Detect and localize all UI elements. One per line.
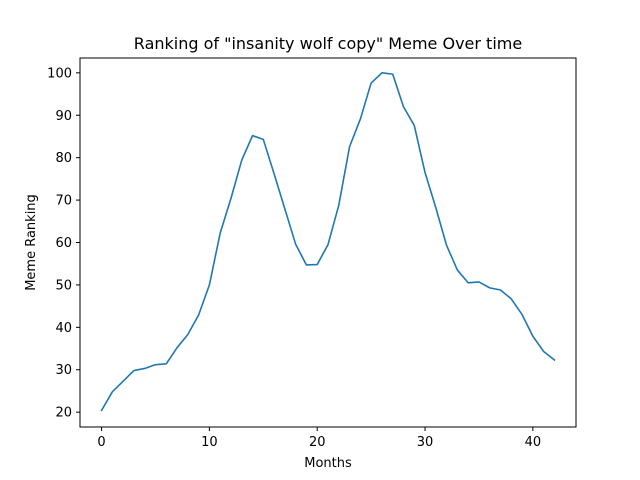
x-axis-label: Months bbox=[304, 456, 352, 471]
y-tick-label: 100 bbox=[47, 66, 72, 81]
x-tick-label: 20 bbox=[309, 435, 326, 450]
chart-title: Ranking of "insanity wolf copy" Meme Ove… bbox=[134, 34, 522, 53]
y-tick-label: 70 bbox=[55, 194, 72, 209]
y-tick-label: 90 bbox=[55, 109, 72, 124]
x-tick-label: 40 bbox=[525, 435, 542, 450]
y-tick-label: 30 bbox=[55, 363, 72, 378]
y-tick-label: 20 bbox=[55, 406, 72, 421]
y-tick-label: 80 bbox=[55, 151, 72, 166]
y-tick-label: 50 bbox=[55, 278, 72, 293]
series-line bbox=[100, 72, 556, 412]
plot-frame bbox=[79, 57, 577, 428]
y-axis-label: Meme Ranking bbox=[24, 194, 39, 291]
y-tick-label: 60 bbox=[55, 236, 72, 251]
x-tick-label: 0 bbox=[97, 435, 105, 450]
x-tick-label: 10 bbox=[201, 435, 218, 450]
x-tick-label: 30 bbox=[417, 435, 434, 450]
y-tick-label: 40 bbox=[55, 321, 72, 336]
